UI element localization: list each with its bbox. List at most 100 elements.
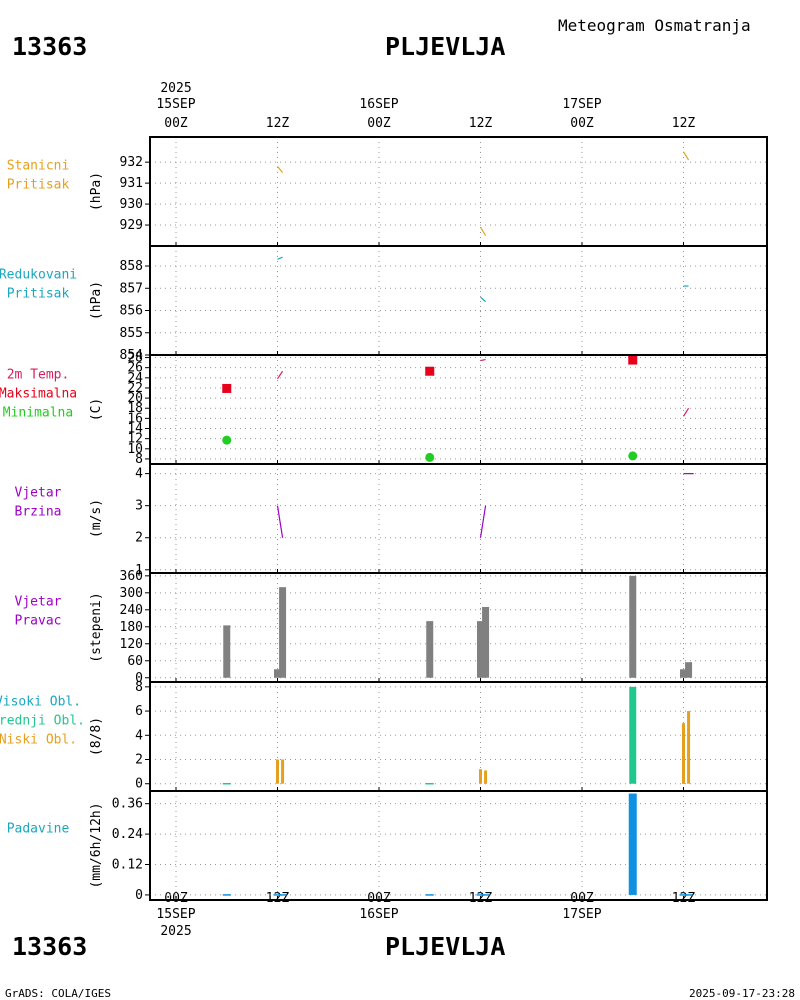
data-segment bbox=[682, 151, 690, 161]
y-tick-label: 18 bbox=[127, 401, 143, 416]
data-bar bbox=[279, 587, 287, 678]
y-tick-label: 0 bbox=[135, 671, 143, 686]
y-tick-label: 0 bbox=[135, 777, 143, 792]
panel-unit-label: (8/8) bbox=[89, 717, 104, 756]
y-tick-label: 2 bbox=[135, 531, 143, 546]
panel-unit-label: (hPa) bbox=[89, 172, 104, 211]
y-tick-label: 360 bbox=[120, 569, 143, 584]
data-bar bbox=[680, 669, 687, 678]
y-tick-label: 857 bbox=[120, 281, 143, 296]
panel-frame bbox=[149, 572, 768, 683]
y-tick-label: 10 bbox=[127, 442, 143, 457]
panel-legend-label: Pritisak bbox=[7, 178, 70, 193]
y-tick-label: 8 bbox=[135, 452, 143, 467]
data-bar bbox=[682, 723, 685, 784]
time-top-label-5: 12Z bbox=[672, 116, 696, 131]
panel-station-pressure: 929 930 931 932 (hPa) Stanicni Pritisak bbox=[7, 136, 768, 247]
y-tick-label: 4 bbox=[135, 728, 143, 743]
panel-legend-label: Pritisak bbox=[7, 287, 70, 302]
y-tick-label: 3 bbox=[135, 499, 143, 514]
panel-legend-label: Maksimalna bbox=[0, 387, 77, 402]
y-tick-label: 26 bbox=[127, 361, 143, 376]
data-bar bbox=[629, 575, 637, 678]
y-tick-label: 4 bbox=[135, 467, 143, 482]
min-temp-marker bbox=[628, 451, 638, 461]
panel-wind-direction: 0 60 120 180 240 300 360 (stepeni) Vjetar Pravac bbox=[15, 569, 768, 686]
station-id-top: 13363 bbox=[12, 32, 87, 61]
time-bottom-date-2: 16SEP bbox=[359, 907, 398, 922]
data-bar bbox=[281, 759, 285, 784]
panel-reduced-pressure: 854 855 856 857 858 (hPa) Redukovani Pritisak bbox=[0, 245, 768, 363]
time-top-date-4: 17SEP bbox=[562, 97, 601, 112]
time-top-label-1: 12Z bbox=[266, 116, 290, 131]
data-segment bbox=[277, 256, 283, 260]
data-bar bbox=[484, 770, 488, 784]
panel-unit-label: (stepeni) bbox=[89, 592, 104, 662]
y-tick-label: 0.12 bbox=[112, 858, 143, 873]
data-segment bbox=[277, 370, 284, 380]
data-segment bbox=[276, 505, 284, 538]
y-tick-label: 932 bbox=[120, 155, 143, 170]
max-temp-marker bbox=[425, 366, 435, 376]
panel-legend-label: 2m Temp. bbox=[7, 368, 70, 383]
panel-legend-label: Vjetar bbox=[15, 595, 62, 610]
y-tick-label: 8 bbox=[135, 680, 143, 695]
panel-precipitation: 0 0.12 0.24 0.36 (mm/6h/12h) Padavine bbox=[7, 790, 768, 903]
time-bottom-year-0: 2025 bbox=[160, 924, 191, 939]
y-tick-label: 931 bbox=[120, 176, 143, 191]
panel-legend-label: Pravac bbox=[15, 614, 62, 629]
grads-credit: GrADS: COLA/IGES bbox=[5, 987, 111, 1000]
data-bar bbox=[479, 769, 482, 784]
data-bar bbox=[276, 759, 279, 784]
data-bar bbox=[477, 621, 484, 678]
y-tick-label: 0.24 bbox=[112, 827, 143, 842]
data-segment bbox=[479, 505, 487, 538]
data-segment bbox=[480, 296, 486, 303]
y-tick-label: 0.36 bbox=[112, 797, 143, 812]
y-tick-label: 856 bbox=[120, 304, 143, 319]
data-bar bbox=[685, 662, 693, 678]
max-temp-marker bbox=[222, 383, 232, 393]
time-top-label-4: 00Z bbox=[570, 116, 594, 131]
y-tick-label: 2 bbox=[135, 753, 143, 768]
panel-legend-label: Padavine bbox=[7, 822, 70, 837]
panel-unit-label: (mm/6h/12h) bbox=[89, 802, 104, 888]
panel-legend-label: Stanicni bbox=[7, 159, 70, 174]
y-tick-label: 929 bbox=[120, 218, 143, 233]
y-tick-label: 22 bbox=[127, 381, 143, 396]
panel-unit-label: (hPa) bbox=[89, 281, 104, 320]
data-segment bbox=[682, 407, 690, 417]
time-top-year: 2025 bbox=[160, 81, 191, 96]
data-bar bbox=[274, 669, 281, 678]
y-tick-label: 20 bbox=[127, 391, 143, 406]
data-bar bbox=[223, 625, 231, 678]
data-segment bbox=[277, 165, 284, 174]
time-top-date-0: 15SEP bbox=[156, 97, 195, 112]
min-temp-marker bbox=[425, 452, 435, 462]
y-tick-label: 28 bbox=[127, 351, 143, 366]
y-tick-label: 60 bbox=[127, 654, 143, 669]
max-temp-marker bbox=[628, 355, 638, 365]
time-top-label-3: 12Z bbox=[469, 116, 493, 131]
data-bar bbox=[687, 711, 691, 784]
data-segment bbox=[480, 358, 486, 362]
panel-frame bbox=[149, 790, 768, 901]
panel-unit-label: (m/s) bbox=[89, 499, 104, 538]
panel-frame bbox=[149, 245, 768, 356]
panel-legend-label: Brzina bbox=[15, 505, 62, 520]
y-tick-label: 930 bbox=[120, 197, 143, 212]
y-tick-label: 16 bbox=[127, 411, 143, 426]
time-bottom-date-4: 17SEP bbox=[562, 907, 601, 922]
station-id-bottom: 13363 bbox=[12, 932, 87, 961]
panel-frame bbox=[149, 136, 768, 247]
time-top-date-2: 16SEP bbox=[359, 97, 398, 112]
data-bar bbox=[629, 686, 637, 784]
data-bar bbox=[628, 793, 637, 895]
panel-unit-label: (C) bbox=[89, 398, 104, 421]
panel-legend-label: Redukovani bbox=[0, 268, 77, 283]
y-tick-label: 240 bbox=[120, 603, 143, 618]
y-tick-label: 1 bbox=[135, 563, 143, 578]
